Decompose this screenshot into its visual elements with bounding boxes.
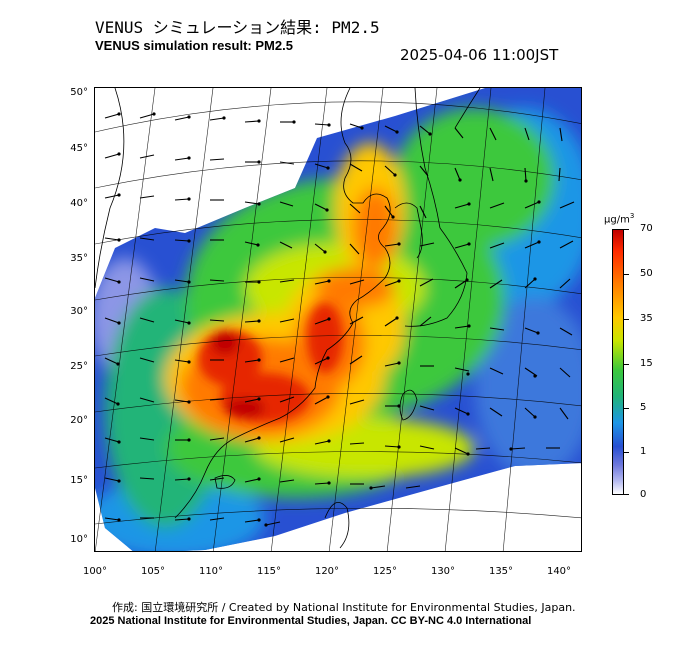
colorbar-tick-mark [624,364,629,365]
lon-tick-label: 125° [372,566,398,577]
colorbar-tick-mark [624,274,629,275]
lon-tick-label: 130° [430,566,456,577]
colorbar-tick-label: 5 [640,402,647,413]
lat-tick-label: 15° [70,475,88,486]
colorbar-tick-label: 35 [640,313,653,324]
forecast-timestamp: 2025-04-06 11:00JST [400,46,559,64]
concentration-field [95,88,581,551]
lat-tick-label: 45° [70,143,88,154]
credit-line: 作成: 国立環境研究所 / Created by National Instit… [112,601,576,614]
license-line: 2025 National Institute for Environmenta… [90,615,532,627]
lon-tick-label: 135° [488,566,514,577]
pm25-map-canvas [95,88,581,551]
map-title-japanese: VENUS シミュレーション結果: PM2.5 [95,18,380,37]
lat-tick-label: 50° [70,87,88,98]
lon-tick-label: 115° [256,566,282,577]
map-title-english: VENUS simulation result: PM2.5 [95,38,293,53]
lon-tick-label: 110° [198,566,224,577]
lat-tick-label: 20° [70,415,88,426]
wind-vectors [104,113,575,526]
colorbar-tick-mark [624,408,629,409]
lat-tick-label: 30° [70,306,88,317]
lat-tick-label: 40° [70,198,88,209]
lon-tick-label: 120° [314,566,340,577]
wind-vector-heads [116,112,541,527]
colorbar-unit-base: µg/m [604,214,630,226]
colorbar [612,229,624,495]
colorbar-unit-exponent: 3 [629,212,635,220]
pm25-map [94,87,582,552]
colorbar-unit: µg/m3 [604,212,634,225]
lon-tick-label: 105° [140,566,166,577]
colorbar-tick-label: 0 [640,489,647,500]
graticule [95,88,581,551]
lon-tick-label: 100° [82,566,108,577]
colorbar-tick-mark [624,452,629,453]
colorbar-tick-label: 70 [640,223,653,234]
coastlines [95,88,481,549]
colorbar-tick-mark [624,494,629,495]
lon-tick-label: 140° [546,566,572,577]
colorbar-tick-mark [624,319,629,320]
lat-tick-label: 35° [70,253,88,264]
colorbar-tick-label: 50 [640,268,653,279]
lat-tick-label: 10° [70,534,88,545]
lat-tick-label: 25° [70,361,88,372]
colorbar-tick-label: 15 [640,358,653,369]
colorbar-tick-mark [624,229,629,230]
colorbar-tick-label: 1 [640,446,647,457]
